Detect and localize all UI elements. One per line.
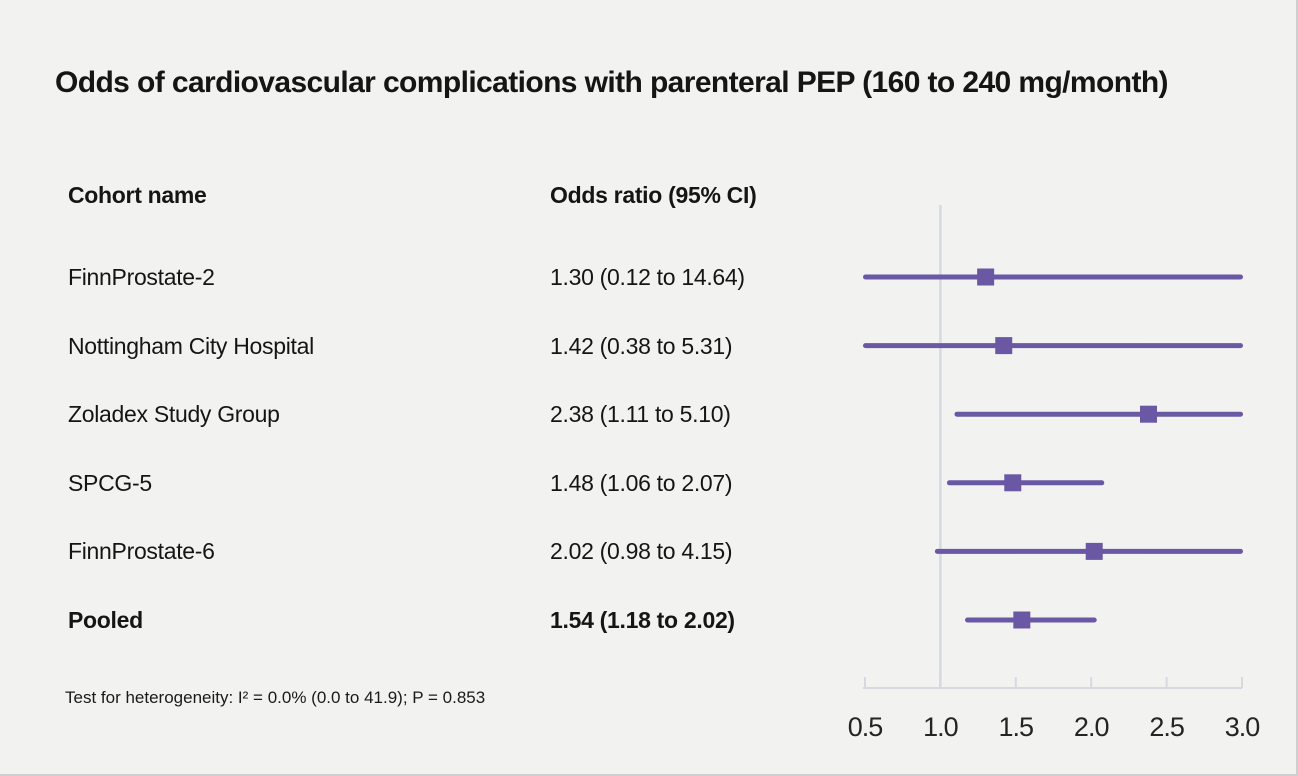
heterogeneity-footnote: Test for heterogeneity: I² = 0.0% (0.0 t… (65, 688, 486, 707)
odds-ratio-value: 2.38 (1.11 to 5.10) (550, 401, 731, 428)
odds-ratio-value: 1.42 (0.38 to 5.31) (550, 332, 733, 359)
odds-ratio-value: 1.30 (0.12 to 14.64) (550, 264, 745, 290)
cohort-name: Zoladex Study Group (68, 401, 280, 428)
or-marker (1004, 474, 1022, 492)
column-header-cohort-name: Cohort name (68, 182, 207, 208)
odds-ratio-value: 1.48 (1.06 to 2.07) (550, 469, 733, 496)
or-marker (977, 268, 995, 286)
x-tick-label: 1.0 (923, 712, 958, 742)
or-marker (1013, 611, 1031, 629)
cohort-name: Pooled (68, 607, 143, 633)
or-marker (1085, 542, 1103, 560)
column-header-odds-ratio: Odds ratio (95% CI) (550, 182, 757, 208)
or-marker (1140, 405, 1158, 423)
x-tick-label: 2.5 (1149, 712, 1184, 742)
x-tick-label: 0.5 (848, 712, 883, 742)
cohort-name: Nottingham City Hospital (68, 332, 314, 359)
odds-ratio-value: 2.02 (0.98 to 4.15) (550, 538, 733, 565)
cohort-name: FinnProstate-2 (68, 264, 215, 290)
or-marker (995, 337, 1013, 355)
chart-title: Odds of cardiovascular complications wit… (55, 66, 1169, 99)
x-tick-label: 3.0 (1225, 712, 1260, 742)
cohort-name: FinnProstate-6 (68, 538, 215, 565)
x-tick-label: 2.0 (1074, 712, 1109, 742)
odds-ratio-value: 1.54 (1.18 to 2.02) (550, 607, 735, 633)
x-tick-label: 1.5 (999, 712, 1034, 742)
cohort-name: SPCG-5 (68, 469, 152, 496)
